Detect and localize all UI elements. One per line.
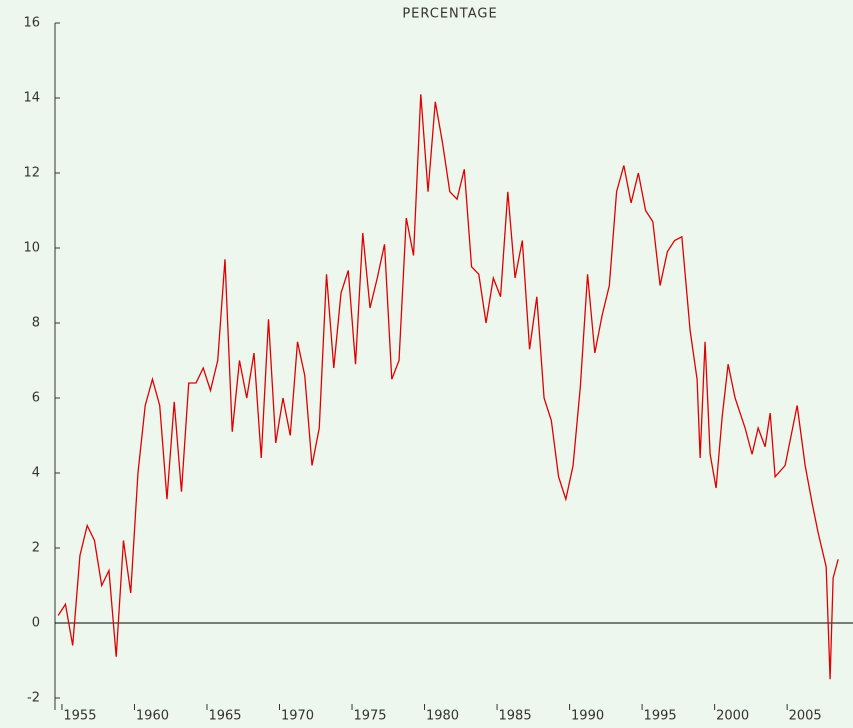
y-tick-label: 8 [32, 316, 40, 331]
y-tick-label: 12 [23, 166, 40, 181]
y-tick-label: 14 [23, 91, 40, 106]
chart-title: PERCENTAGE [402, 7, 497, 22]
data-line [57, 94, 839, 680]
x-tick-label: 1985 [499, 709, 532, 724]
x-tick-label: 1955 [63, 709, 96, 724]
x-tick-label: 1960 [136, 709, 169, 724]
x-tick-label: 1965 [208, 709, 241, 724]
x-tick-label: 1975 [353, 709, 386, 724]
x-tick-label: 1995 [644, 709, 677, 724]
y-tick-label: 6 [32, 391, 40, 406]
y-tick-label: 0 [32, 616, 40, 631]
x-tick-label: 1990 [571, 709, 604, 724]
y-tick-label: 4 [32, 466, 40, 481]
x-tick-label: 2000 [716, 709, 749, 724]
y-tick-label: -2 [27, 691, 40, 706]
y-tick-label: 2 [32, 541, 40, 556]
y-tick-label: 16 [23, 16, 40, 31]
x-tick-label: 1980 [426, 709, 459, 724]
x-tick-label: 2005 [789, 709, 822, 724]
x-tick-label: 1970 [281, 709, 314, 724]
y-tick-label: 10 [23, 241, 40, 256]
